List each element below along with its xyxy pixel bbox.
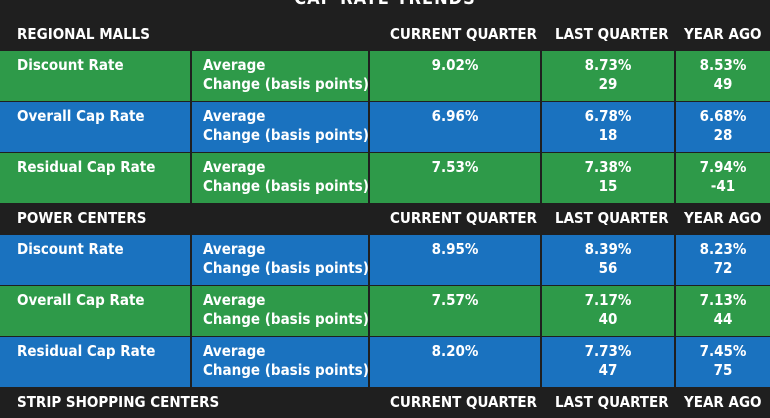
table-row: Discount Rate Average Change (basis point… [0, 235, 770, 285]
sub-label-change: Change (basis points) [203, 259, 369, 277]
sub-label-change: Change (basis points) [203, 126, 369, 144]
table-row: Residual Cap Rate Average Change (basis p… [0, 153, 770, 203]
last-avg: 7.38% [584, 158, 632, 176]
year-avg: 8.53% [699, 56, 747, 74]
year-avg: 8.23% [699, 240, 747, 258]
col-last-quarter: LAST QUARTER [555, 209, 669, 227]
col-current-quarter: CURRENT QUARTER [390, 209, 538, 227]
year-change: 75 [713, 361, 733, 379]
current-value: 6.96% [431, 107, 479, 125]
section-name: POWER CENTERS [17, 209, 147, 227]
last-change: 56 [598, 259, 618, 277]
col-last-quarter: LAST QUARTER [555, 393, 669, 411]
sub-label-average: Average [203, 158, 266, 176]
year-change: -41 [710, 177, 736, 195]
row-label: Discount Rate [17, 240, 124, 258]
sub-label-average: Average [203, 240, 266, 258]
last-change: 29 [598, 75, 618, 93]
table-row: Overall Cap Rate Average Change (basis po… [0, 286, 770, 336]
table-row: Discount Rate Average Change (basis point… [0, 51, 770, 101]
current-value: 9.02% [431, 56, 479, 74]
year-avg: 6.68% [699, 107, 747, 125]
last-change: 47 [598, 361, 618, 379]
year-avg: 7.13% [699, 291, 747, 309]
section-header-strip-shopping-centers: STRIP SHOPPING CENTERS CURRENT QUARTER L… [0, 388, 770, 418]
year-change: 49 [713, 75, 733, 93]
last-avg: 7.17% [584, 291, 632, 309]
col-year-ago: YEAR AGO [684, 209, 762, 227]
sub-label-average: Average [203, 56, 266, 74]
year-avg: 7.94% [699, 158, 747, 176]
sub-label-change: Change (basis points) [203, 310, 369, 328]
sub-label-change: Change (basis points) [203, 75, 369, 93]
col-year-ago: YEAR AGO [684, 25, 762, 43]
sub-label-average: Average [203, 107, 266, 125]
current-value: 8.95% [431, 240, 479, 258]
current-value: 8.20% [431, 342, 479, 360]
table-row: Overall Cap Rate Average Change (basis po… [0, 102, 770, 152]
last-avg: 8.39% [584, 240, 632, 258]
section-name: REGIONAL MALLS [17, 25, 151, 43]
year-change: 44 [713, 310, 733, 328]
last-avg: 6.78% [584, 107, 632, 125]
section-header-power-centers: POWER CENTERS CURRENT QUARTER LAST QUART… [0, 204, 770, 234]
year-change: 28 [713, 126, 733, 144]
col-year-ago: YEAR AGO [684, 393, 762, 411]
last-avg: 8.73% [584, 56, 632, 74]
sub-label-change: Change (basis points) [203, 177, 369, 195]
row-label: Overall Cap Rate [17, 291, 145, 309]
col-current-quarter: CURRENT QUARTER [390, 393, 538, 411]
last-change: 18 [598, 126, 618, 144]
current-value: 7.57% [431, 291, 479, 309]
table-title: CAP RATE TRENDS [0, 0, 770, 10]
sub-label-change: Change (basis points) [203, 361, 369, 379]
current-value: 7.53% [431, 158, 479, 176]
col-current-quarter: CURRENT QUARTER [390, 25, 538, 43]
sub-label-average: Average [203, 342, 266, 360]
table-row: Residual Cap Rate Average Change (basis p… [0, 337, 770, 387]
year-change: 72 [713, 259, 733, 277]
row-label: Residual Cap Rate [17, 158, 156, 176]
sub-label-average: Average [203, 291, 266, 309]
year-avg: 7.45% [699, 342, 747, 360]
last-avg: 7.73% [584, 342, 632, 360]
section-name: STRIP SHOPPING CENTERS [17, 393, 220, 411]
row-label: Overall Cap Rate [17, 107, 145, 125]
col-last-quarter: LAST QUARTER [555, 25, 669, 43]
last-change: 40 [598, 310, 618, 328]
last-change: 15 [598, 177, 618, 195]
row-label: Residual Cap Rate [17, 342, 156, 360]
section-header-regional-malls: REGIONAL MALLS CURRENT QUARTER LAST QUAR… [0, 20, 770, 50]
row-label: Discount Rate [17, 56, 124, 74]
